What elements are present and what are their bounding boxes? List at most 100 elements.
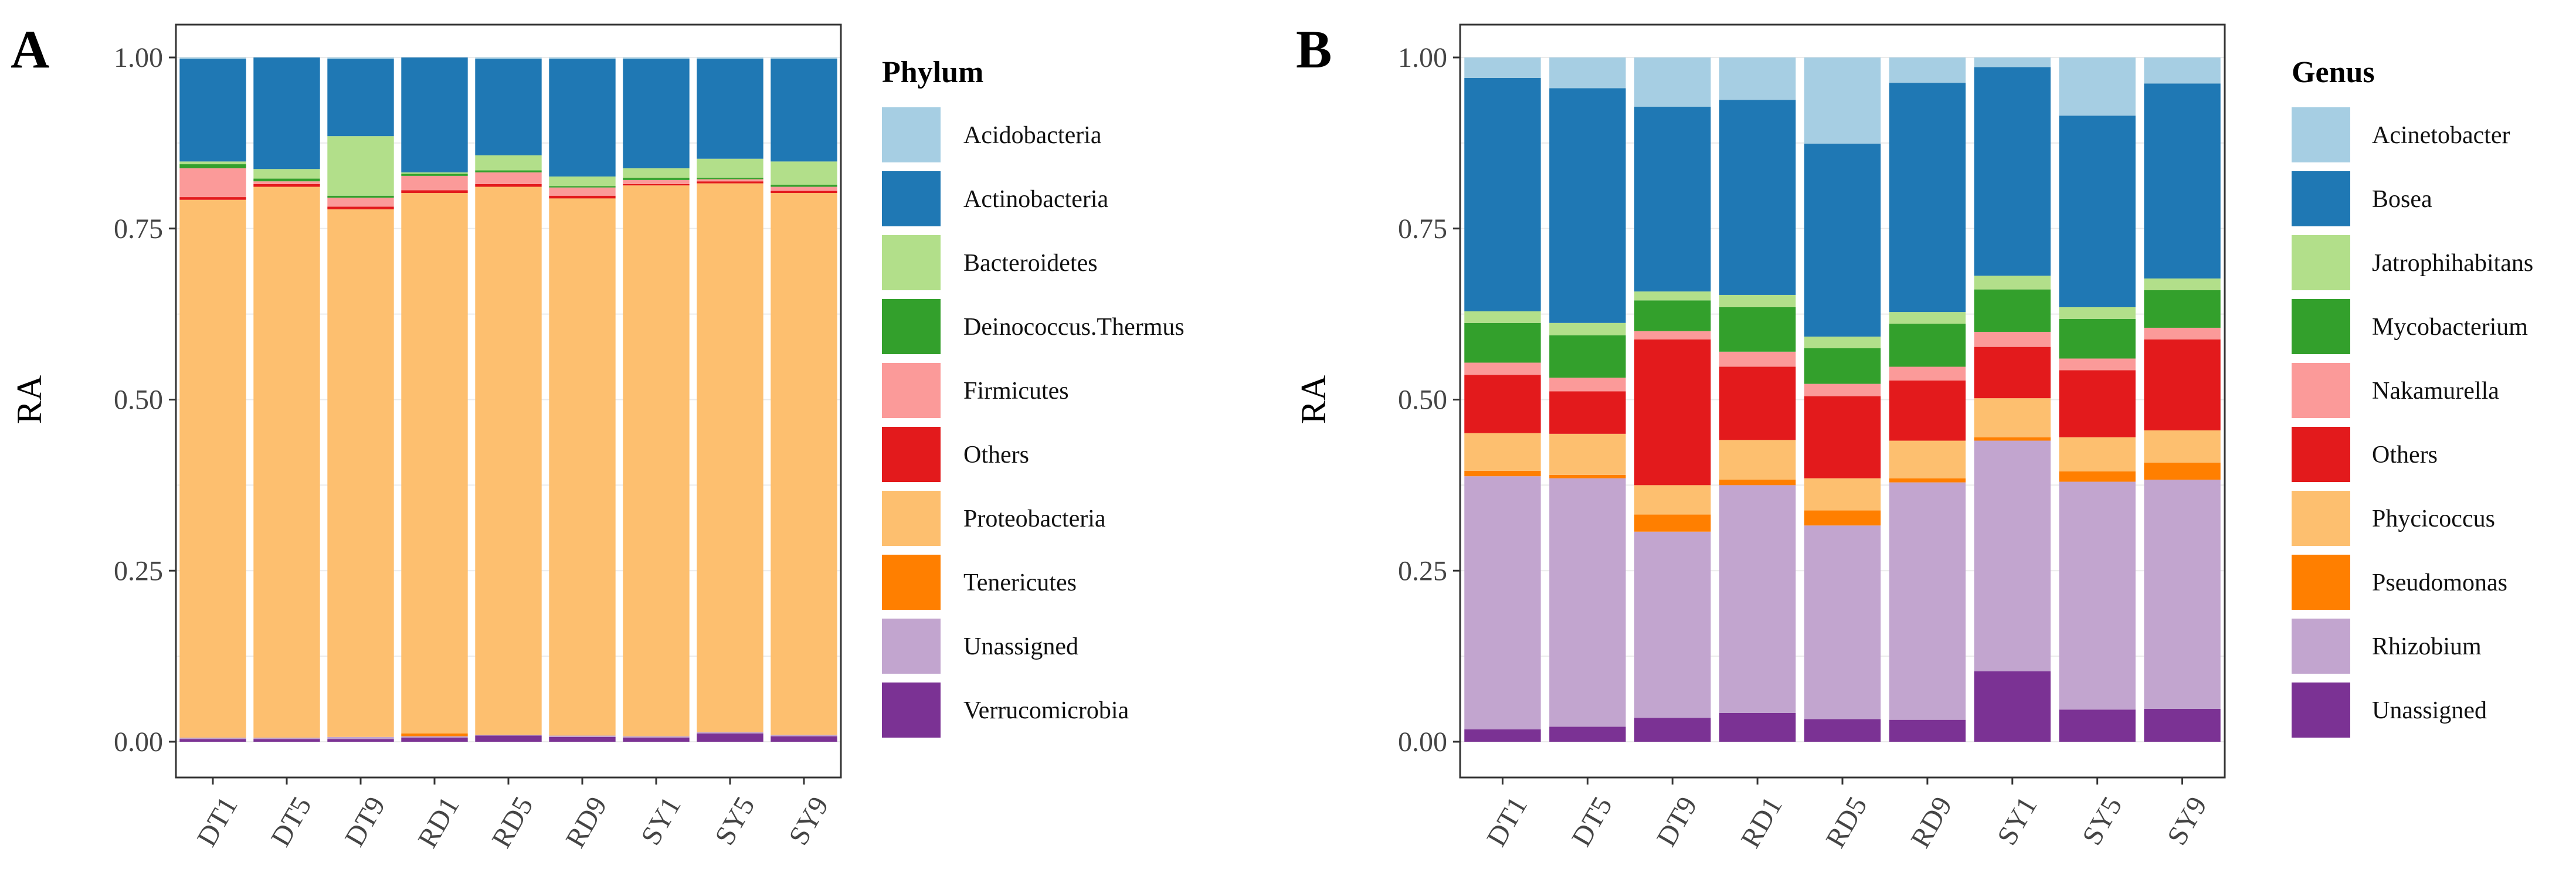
bar-segment-DT1-jatrophihabitans xyxy=(1464,311,1541,323)
legend-label: Bosea xyxy=(2372,186,2432,213)
bar-segment-RD9-acinetobacter xyxy=(1889,57,1966,83)
bar-segment-DT5-proteobacteria xyxy=(253,186,320,738)
bar-segment-DT5-pseudomonas xyxy=(1549,474,1626,478)
legend-label: Deinococcus.Thermus xyxy=(963,314,1185,341)
bar-segment-RD1-pseudomonas xyxy=(1719,480,1796,485)
panel-label: A xyxy=(11,19,49,79)
legend-label: Nakamurella xyxy=(2372,378,2499,405)
legend-item: Verrucomicrobia xyxy=(882,683,1129,738)
bar-segment-RD5-phycicoccus xyxy=(1804,478,1881,511)
bar-segment-RD1-proteobacteria xyxy=(401,193,468,734)
legend-label: Pseudomonas xyxy=(2372,569,2507,596)
bar-segment-DT9-others xyxy=(327,206,394,210)
x-tick-label: RD9 xyxy=(559,792,613,853)
bar-segment-DT9-unassigned xyxy=(327,736,394,739)
legend: Genus Acinetobacter Bosea Jatrophihabitans M… xyxy=(2292,56,2533,738)
bar-SY9 xyxy=(2144,57,2221,742)
bar-segment-RD1-actinobacteria xyxy=(401,57,468,173)
bar-segment-SY5-proteobacteria xyxy=(697,183,763,732)
bar-segment-RD9-others xyxy=(549,195,616,199)
bar-segment-RD5-bacteroidetes xyxy=(475,155,542,171)
legend-item: Unassigned xyxy=(882,619,1078,674)
bar-segment-RD5-mycobacterium xyxy=(1804,348,1881,384)
bar-segment-DT5-deinococcus-thermus xyxy=(253,178,320,182)
bar-DT5 xyxy=(1549,57,1626,742)
x-axis: DT1 DT5 DT9 RD1 RD5 RD9 SY1 SY5 SY9 xyxy=(191,777,835,853)
bar-segment-DT1-actinobacteria xyxy=(179,59,246,162)
bar-segment-DT1-proteobacteria xyxy=(179,199,246,738)
bar-segment-DT5-rhizobium xyxy=(1549,478,1626,727)
x-tick-label: RD1 xyxy=(412,792,465,853)
chart-panel-B: B 0.00 0.25 0.50 0.75 1.00 RA DT1 DT5 DT9 RD1 RD5 RD… xyxy=(1294,19,2533,853)
bar-DT9 xyxy=(327,57,394,742)
legend-label: Unassigned xyxy=(2372,697,2487,724)
bar-segment-DT1-others xyxy=(179,197,246,200)
legend-swatch xyxy=(882,619,941,674)
bar-segment-SY5-bacteroidetes xyxy=(697,158,763,178)
bar-segment-RD5-pseudomonas xyxy=(1804,510,1881,526)
bar-segment-SY1-acidobacteria xyxy=(623,57,690,59)
legend-swatch xyxy=(2292,683,2350,738)
legend-item: Bosea xyxy=(2292,171,2432,226)
bar-segment-RD9-others xyxy=(1889,380,1966,441)
bar-segment-DT5-unassigned xyxy=(1549,726,1626,742)
legend-item: Firmicutes xyxy=(882,363,1069,418)
bar-segment-DT5-jatrophihabitans xyxy=(1549,322,1626,335)
bar-segment-RD9-unassigned xyxy=(1889,719,1966,742)
legend-label: Verrucomicrobia xyxy=(963,697,1129,724)
bar-SY1 xyxy=(1974,57,2051,742)
bar-segment-SY1-verrucomicrobia xyxy=(623,737,690,742)
bar-segment-SY5-verrucomicrobia xyxy=(697,733,763,742)
legend-swatch xyxy=(2292,491,2350,546)
bar-SY5 xyxy=(697,57,763,742)
bar-segment-SY9-pseudomonas xyxy=(2144,462,2221,480)
bar-segment-SY1-rhizobium xyxy=(1974,440,2051,671)
bar-segment-DT9-bosea xyxy=(1634,107,1711,292)
bar-segment-SY9-unassigned xyxy=(771,735,837,736)
x-tick-label: RD5 xyxy=(1820,792,1873,853)
legend-item: Pseudomonas xyxy=(2292,555,2507,610)
y-tick-label: 0.00 xyxy=(1398,726,1447,758)
legend-item: Rhizobium xyxy=(2292,619,2482,674)
x-tick-label: SY9 xyxy=(2161,792,2214,850)
y-tick-label: 0.75 xyxy=(114,213,163,245)
bar-segment-RD1-verrucomicrobia xyxy=(401,737,468,742)
chart-panel-A: A 0.00 0.25 0.50 0.75 1.00 RA DT1 DT5 DT9 RD1 RD5 RD… xyxy=(10,19,1185,853)
x-tick-label: RD9 xyxy=(1905,792,1958,853)
bar-segment-DT5-bosea xyxy=(1549,88,1626,323)
bar-segment-RD9-acidobacteria xyxy=(549,57,616,59)
bar-segment-DT9-verrucomicrobia xyxy=(327,739,394,742)
bar-segment-SY1-unassigned xyxy=(623,736,690,738)
bar-segment-DT5-verrucomicrobia xyxy=(253,739,320,742)
bar-segment-RD1-deinococcus-thermus xyxy=(401,174,468,176)
y-tick-label: 0.50 xyxy=(114,385,163,416)
legend-item: Bacteroidetes xyxy=(882,235,1098,290)
bar-segment-SY1-bosea xyxy=(1974,67,2051,276)
bar-segment-RD9-actinobacteria xyxy=(549,59,616,177)
bar-segment-SY5-pseudomonas xyxy=(2059,471,2136,482)
bar-segment-RD1-rhizobium xyxy=(1719,485,1796,713)
bar-segment-DT9-rhizobium xyxy=(1634,531,1711,718)
bar-segment-RD9-proteobacteria xyxy=(549,198,616,736)
bar-RD5 xyxy=(475,57,542,742)
bar-segment-DT9-acidobacteria xyxy=(327,57,394,59)
bar-segment-RD5-deinococcus-thermus xyxy=(475,170,542,173)
bars xyxy=(1464,57,2221,742)
bar-segment-RD9-jatrophihabitans xyxy=(1889,312,1966,324)
legend-item: Acinetobacter xyxy=(2292,107,2510,162)
bar-segment-DT5-nakamurella xyxy=(1549,378,1626,392)
bar-segment-DT5-acinetobacter xyxy=(1549,57,1626,89)
bar-segment-RD5-acidobacteria xyxy=(475,57,542,59)
legend-swatch xyxy=(2292,555,2350,610)
bar-segment-RD9-pseudomonas xyxy=(1889,478,1966,483)
legend-item: Others xyxy=(2292,427,2438,482)
bar-RD1 xyxy=(1719,57,1796,742)
bar-segment-RD1-others xyxy=(1719,366,1796,440)
bar-segment-RD5-unassigned xyxy=(1804,719,1881,742)
bar-segment-SY1-nakamurella xyxy=(1974,331,2051,347)
bar-segment-DT1-deinococcus-thermus xyxy=(179,164,246,169)
legend-label: Others xyxy=(963,442,1029,468)
bar-segment-RD5-rhizobium xyxy=(1804,525,1881,719)
bar-segment-SY5-rhizobium xyxy=(2059,481,2136,710)
bar-segment-SY5-unassigned xyxy=(2059,709,2136,742)
